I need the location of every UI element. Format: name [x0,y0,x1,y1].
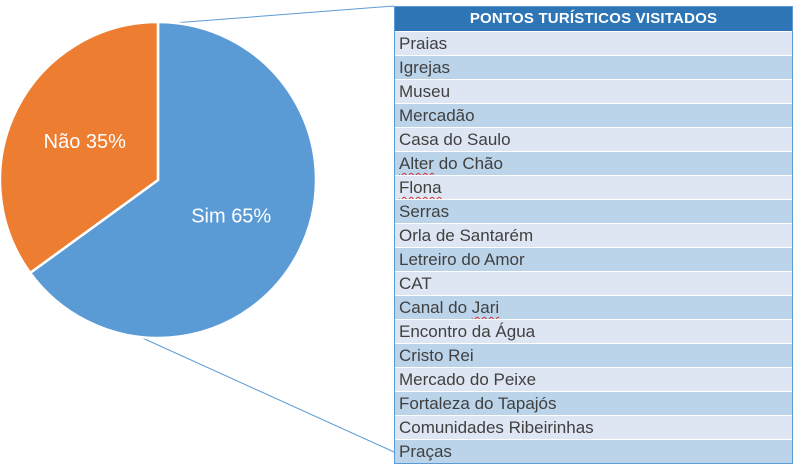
spellcheck-underline: Alter [399,154,434,173]
table-rows: Praias Igrejas Museu Mercadão Casa do Saulo A… [395,31,792,463]
table-row: Praias [395,31,792,55]
table-row: Encontro da Água [395,319,792,343]
table-row: Serras [395,199,792,223]
table-row: Canal do Jari [395,295,792,319]
pie-slices [0,20,318,340]
pie-connectors [137,5,395,453]
pie-labels: Sim 65% Não 35% [44,131,272,228]
spellcheck-underline: Flona [399,178,442,197]
table-row: Flona [395,175,792,199]
table-title: PONTOS TURÍSTICOS VISITADOS [395,7,792,31]
table-row: Casa do Saulo [395,127,792,151]
table-row: Mercadão [395,103,792,127]
table-row: Letreiro do Amor [395,247,792,271]
connector-line-top [159,5,395,25]
table-row: Fortaleza do Tapajós [395,391,792,415]
pie-chart: Sim 65% Não 35% [0,5,395,453]
pie-slice-nao [0,20,160,275]
connector-line-bottom [137,335,395,453]
pie-label-sim: Sim 65% [191,206,271,228]
table-row: CAT [395,271,792,295]
tourist-spots-table: PONTOS TURÍSTICOS VISITADOS Praias Igreja… [394,6,793,464]
table-row: Comunidades Ribeirinhas [395,415,792,439]
table-row: Igrejas [395,55,792,79]
pie-slice-sim [28,20,318,340]
pie-label-nao: Não 35% [44,131,126,153]
table-row: Orla de Santarém [395,223,792,247]
table-row: Museu [395,79,792,103]
table-row: Praças [395,439,792,463]
spellcheck-underline: Jari [471,298,500,317]
table-row: Mercado do Peixe [395,367,792,391]
table-row: Cristo Rei [395,343,792,367]
table-row: Alter do Chão [395,151,792,175]
